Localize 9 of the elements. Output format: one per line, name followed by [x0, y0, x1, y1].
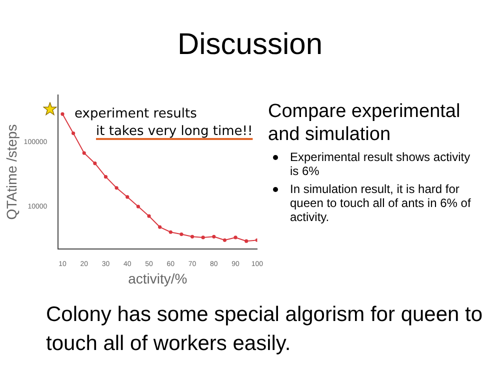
text: Experimental result shows activity is 6%: [290, 150, 472, 178]
x-axis-title: activity/%: [128, 270, 188, 286]
text: Compare experimental and simulation: [268, 100, 462, 146]
annotation: experiment results: [74, 106, 198, 122]
text: Colony has some special algorism for queen to touch all of workers easily.: [46, 302, 484, 357]
text: In simulation result, it is hard for queen to touch all of ants in 6% of activity.: [290, 182, 472, 224]
y-axis-title: QTAtime /steps: [3, 124, 20, 220]
annotation: it takes very long time!!: [96, 124, 253, 139]
chart-title: Discussion: [176, 28, 324, 62]
